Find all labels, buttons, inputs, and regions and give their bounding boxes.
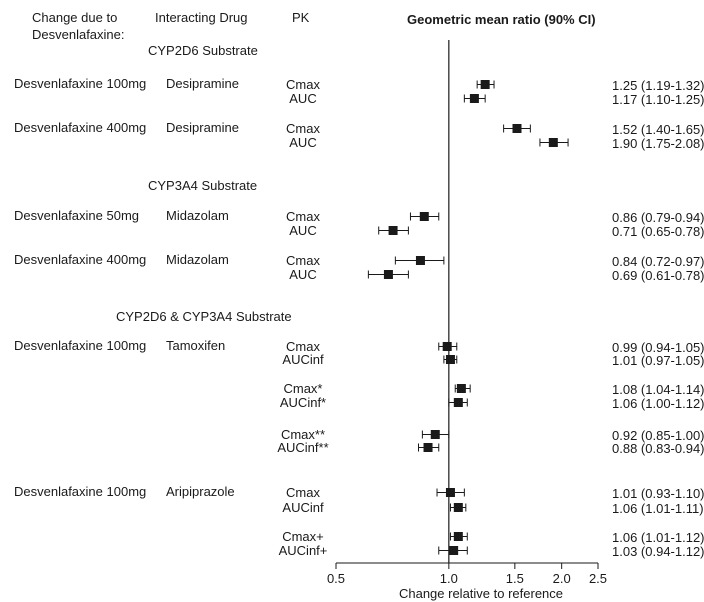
header-pk: PK	[292, 10, 310, 25]
pk-label: Cmax	[286, 121, 320, 136]
pk-label: AUCinf*	[280, 395, 326, 410]
group-drug-label: Tamoxifen	[166, 338, 225, 353]
ratio-ci-text: 0.86 (0.79-0.94)	[612, 210, 704, 225]
pk-label: Cmax**	[281, 427, 325, 442]
header-interacting-drug: Interacting Drug	[155, 10, 248, 25]
ratio-ci-text: 1.17 (1.10-1.25)	[612, 92, 704, 107]
ratio-ci-text: 1.01 (0.97-1.05)	[612, 353, 704, 368]
point-estimate	[430, 430, 440, 439]
pk-label: Cmax	[286, 209, 320, 224]
x-axis-label: Change relative to reference	[399, 586, 563, 601]
ratio-ci-text: 1.52 (1.40-1.65)	[612, 122, 704, 137]
ratio-ci-text: 1.06 (1.01-1.11)	[612, 501, 704, 516]
point-estimate	[456, 384, 466, 393]
point-estimate	[423, 443, 433, 452]
pk-label: Cmax*	[283, 381, 322, 396]
pk-label: Cmax	[286, 77, 320, 92]
x-tick-label: 1.5	[506, 571, 524, 586]
point-estimate	[512, 124, 522, 133]
ratio-ci-text: 1.25 (1.19-1.32)	[612, 78, 704, 93]
ratio-ci-text: 1.06 (1.00-1.12)	[612, 396, 704, 411]
ratio-ci-text: 0.99 (0.94-1.05)	[612, 340, 704, 355]
ratio-ci-text: 0.69 (0.61-0.78)	[612, 268, 704, 283]
pk-label: AUC	[289, 267, 316, 282]
header-change-line2: Desvenlafaxine:	[32, 27, 125, 42]
point-estimate	[548, 138, 558, 147]
group-drug-label: Midazolam	[166, 208, 229, 223]
group-drug-label: Desipramine	[166, 120, 239, 135]
ratio-ci-text: 1.01 (0.93-1.10)	[612, 486, 704, 501]
pk-label: AUC	[289, 135, 316, 150]
x-axis-ticks: 0.5 1.0 1.5 2.0 2.5	[327, 563, 607, 586]
pk-label: AUCinf+	[279, 543, 328, 558]
point-estimate	[445, 488, 455, 497]
x-tick-label: 2.5	[589, 571, 607, 586]
pk-label: AUCinf**	[277, 440, 328, 455]
point-estimate	[469, 94, 479, 103]
pk-label: Cmax	[286, 339, 320, 354]
ratio-ci-text: 1.08 (1.04-1.14)	[612, 382, 704, 397]
ratio-ci-text: 0.92 (0.85-1.00)	[612, 428, 704, 443]
point-estimate	[442, 342, 452, 351]
point-estimate	[453, 503, 463, 512]
point-estimate	[419, 212, 429, 221]
group-change-label: Desvenlafaxine 100mg	[14, 76, 146, 91]
section-title: CYP2D6 & CYP3A4 Substrate	[116, 309, 292, 324]
point-estimate	[383, 270, 393, 279]
pk-label: AUC	[289, 223, 316, 238]
pk-label: Cmax+	[282, 529, 324, 544]
section-title: CYP2D6 Substrate	[148, 43, 258, 58]
pk-label: AUC	[289, 91, 316, 106]
point-estimate	[480, 80, 490, 89]
group-drug-label: Desipramine	[166, 76, 239, 91]
point-estimate	[453, 532, 463, 541]
group-drug-label: Midazolam	[166, 252, 229, 267]
ratio-ci-text: 1.90 (1.75-2.08)	[612, 136, 704, 151]
section-title: CYP3A4 Substrate	[148, 178, 257, 193]
ratio-ci-text: 1.06 (1.01-1.12)	[612, 530, 704, 545]
rows-layer: CYP2D6 Substrate Desvenlafaxine 100mg Desi…	[14, 43, 704, 559]
pk-label: AUCinf	[282, 352, 324, 367]
ratio-ci-text: 0.88 (0.83-0.94)	[612, 441, 704, 456]
ratio-ci-text: 1.03 (0.94-1.12)	[612, 544, 704, 559]
point-estimate	[453, 398, 463, 407]
group-change-label: Desvenlafaxine 400mg	[14, 252, 146, 267]
pk-label: Cmax	[286, 253, 320, 268]
group-change-label: Desvenlafaxine 400mg	[14, 120, 146, 135]
x-tick-label: 2.0	[553, 571, 571, 586]
pk-label: AUCinf	[282, 500, 324, 515]
x-tick-label: 0.5	[327, 571, 345, 586]
group-drug-label: Aripiprazole	[166, 484, 235, 499]
ratio-ci-text: 0.84 (0.72-0.97)	[612, 254, 704, 269]
point-estimate	[449, 546, 459, 555]
header-geometric-mean-ratio: Geometric mean ratio (90% CI)	[407, 12, 596, 27]
point-estimate	[415, 256, 425, 265]
point-estimate	[388, 226, 398, 235]
point-estimate	[445, 355, 455, 364]
group-change-label: Desvenlafaxine 100mg	[14, 338, 146, 353]
pk-label: Cmax	[286, 485, 320, 500]
group-change-label: Desvenlafaxine 100mg	[14, 484, 146, 499]
x-tick-label: 1.0	[440, 571, 458, 586]
header-change-line1: Change due to	[32, 10, 117, 25]
group-change-label: Desvenlafaxine 50mg	[14, 208, 139, 223]
ratio-ci-text: 0.71 (0.65-0.78)	[612, 224, 704, 239]
